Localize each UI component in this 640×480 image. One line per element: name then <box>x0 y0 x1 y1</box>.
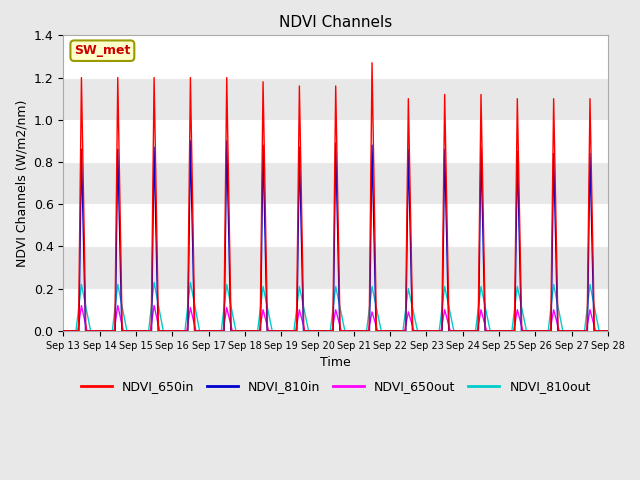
Title: NDVI Channels: NDVI Channels <box>279 15 392 30</box>
Bar <box>63 288 608 331</box>
Y-axis label: NDVI Channels (W/m2/nm): NDVI Channels (W/m2/nm) <box>15 99 28 267</box>
X-axis label: Time: Time <box>320 356 351 369</box>
Bar <box>63 162 608 204</box>
Bar <box>63 204 608 246</box>
Bar <box>63 78 608 120</box>
Bar <box>63 120 608 162</box>
Bar <box>63 36 608 78</box>
Text: SW_met: SW_met <box>74 44 131 57</box>
Bar <box>63 246 608 288</box>
Legend: NDVI_650in, NDVI_810in, NDVI_650out, NDVI_810out: NDVI_650in, NDVI_810in, NDVI_650out, NDV… <box>76 375 596 398</box>
